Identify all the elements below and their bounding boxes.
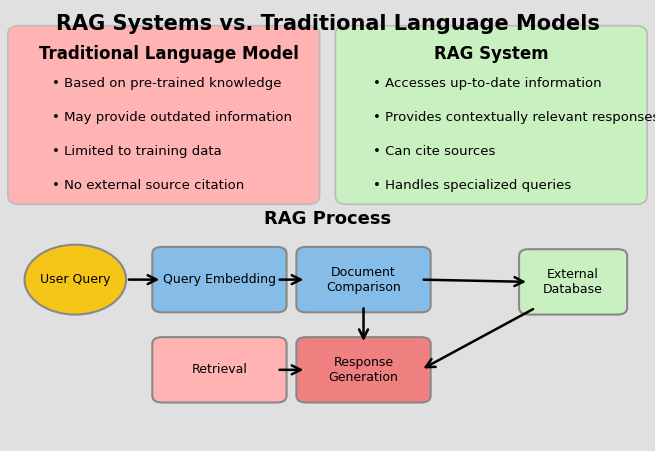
Text: • Accesses up-to-date information: • Accesses up-to-date information — [373, 77, 602, 90]
Text: • No external source citation: • No external source citation — [52, 179, 245, 193]
FancyBboxPatch shape — [153, 337, 287, 402]
Text: Document
Comparison: Document Comparison — [326, 266, 401, 294]
FancyBboxPatch shape — [296, 247, 431, 312]
Text: External
Database: External Database — [543, 268, 603, 296]
FancyBboxPatch shape — [519, 249, 627, 315]
Text: • Based on pre-trained knowledge: • Based on pre-trained knowledge — [52, 77, 282, 90]
Text: Query Embedding: Query Embedding — [163, 273, 276, 286]
Text: RAG Process: RAG Process — [264, 210, 391, 228]
Text: • Limited to training data: • Limited to training data — [52, 145, 222, 158]
Text: RAG System: RAG System — [434, 45, 549, 63]
Text: • Can cite sources: • Can cite sources — [373, 145, 496, 158]
Text: • Handles specialized queries: • Handles specialized queries — [373, 179, 572, 193]
FancyBboxPatch shape — [296, 337, 431, 402]
Text: Traditional Language Model: Traditional Language Model — [39, 45, 299, 63]
FancyBboxPatch shape — [335, 26, 647, 204]
Text: • May provide outdated information: • May provide outdated information — [52, 111, 292, 124]
Text: Response
Generation: Response Generation — [329, 356, 398, 384]
FancyBboxPatch shape — [8, 26, 320, 204]
Text: RAG Systems vs. Traditional Language Models: RAG Systems vs. Traditional Language Mod… — [56, 14, 599, 33]
Ellipse shape — [25, 244, 126, 315]
Text: • Provides contextually relevant responses: • Provides contextually relevant respons… — [373, 111, 655, 124]
Text: User Query: User Query — [40, 273, 111, 286]
Text: Retrieval: Retrieval — [191, 364, 248, 376]
FancyBboxPatch shape — [153, 247, 287, 312]
